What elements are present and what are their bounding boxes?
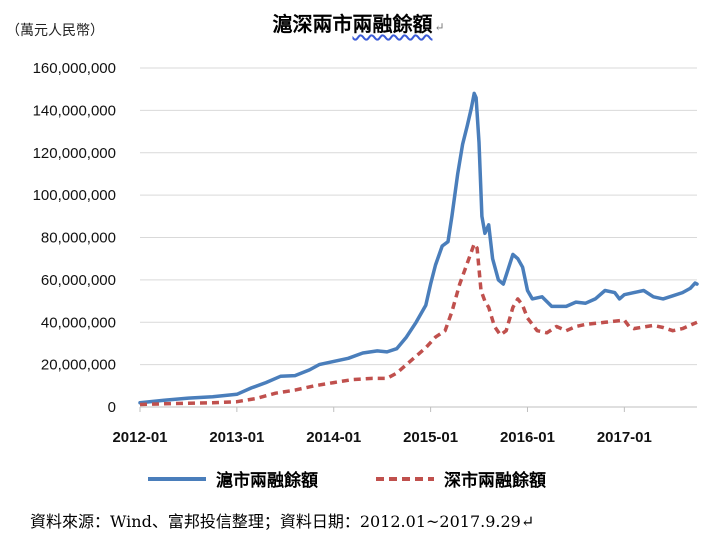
legend-swatch-solid-icon — [148, 476, 206, 481]
y-tick-label: 160,000,000 — [33, 60, 116, 77]
paragraph-mark-icon: ↵ — [434, 20, 445, 34]
legend: 滬市兩融餘額 深市兩融餘額 — [0, 466, 717, 496]
y-tick-label: 20,000,000 — [41, 357, 116, 374]
legend-item-sz: 深市兩融餘額 — [376, 466, 546, 491]
source-note: 資料來源：Wind、富邦投信整理；資料日期：2012.01~2017.9.29↵ — [30, 512, 535, 531]
x-tick-label: 2015-01 — [403, 429, 458, 446]
x-tick-label: 2017-01 — [597, 429, 652, 446]
axis-layer — [139, 406, 697, 412]
x-tick-label: 2012-01 — [112, 429, 167, 446]
y-tick-label: 60,000,000 — [41, 272, 116, 289]
y-unit-label: （萬元人民幣） — [6, 23, 104, 39]
tick-layer: 0 20,000,000 40,000,000 60,000,000 80,000,00… — [33, 60, 652, 446]
y-tick-label: 80,000,000 — [41, 230, 116, 247]
y-tick-label: 120,000,000 — [33, 145, 116, 162]
legend-label-sh: 滬市兩融餘額 — [216, 471, 318, 491]
legend-swatch-dashed-icon — [376, 476, 434, 481]
legend-item-sh: 滬市兩融餘額 — [148, 466, 318, 491]
y-tick-label: 40,000,000 — [41, 314, 116, 331]
series-line-sz — [139, 242, 698, 407]
x-tick-label: 2014-01 — [306, 429, 361, 446]
chart-title-underlined: 兩融餘額 — [352, 12, 433, 36]
y-tick-label: 140,000,000 — [33, 102, 116, 119]
legend-label-sz: 深市兩融餘額 — [444, 471, 546, 491]
chart-title: 滬深兩市兩融餘額 ↵ — [0, 8, 717, 37]
series-layer — [138, 91, 699, 407]
y-tick-label: 100,000,000 — [33, 187, 116, 204]
y-tick-label: 0 — [108, 399, 116, 416]
x-tick-label: 2016-01 — [500, 429, 555, 446]
chart-title-prefix: 滬深兩市 — [272, 12, 353, 36]
x-tick-label: 2013-01 — [209, 429, 264, 446]
series-line-sh — [138, 91, 699, 405]
